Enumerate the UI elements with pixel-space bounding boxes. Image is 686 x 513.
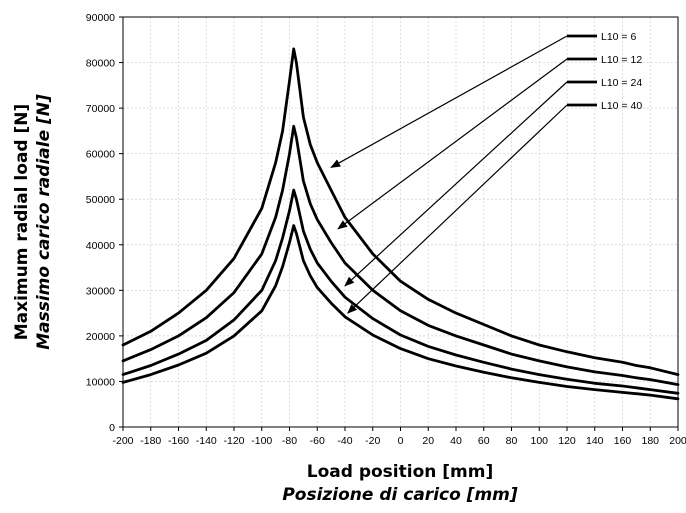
grid: [122, 16, 679, 428]
series-line-2: [121, 124, 680, 387]
x-tick-label: 60: [478, 435, 490, 447]
x-tick-label: -120: [223, 435, 244, 447]
x-tick-label: -180: [140, 435, 161, 447]
legend-label: L10 = 12: [601, 54, 642, 66]
y-tick-label: 80000: [86, 58, 115, 70]
series-line-1: [121, 47, 680, 377]
annotation-arrows: [330, 35, 568, 314]
legend: L10 = 6 L10 = 12 L10 = 24 L10 = 40: [567, 31, 642, 112]
x-tick-label: 80: [506, 435, 518, 447]
y-tick-label: 40000: [86, 240, 115, 252]
annotation-arrow: [330, 35, 568, 168]
y-tick-labels: 0 10000 20000 30000 40000 50000 60000 70000 8000…: [86, 12, 115, 434]
y-tick-label: 30000: [86, 285, 115, 297]
x-tick-label: 200: [669, 435, 686, 447]
legend-label: L10 = 6: [601, 31, 636, 43]
x-tick-label: -80: [282, 435, 297, 447]
y-tick-label: 20000: [86, 331, 115, 343]
legend-label: L10 = 40: [601, 100, 642, 112]
x-tick-label: -40: [337, 435, 352, 447]
x-tick-label: 40: [450, 435, 462, 447]
x-tick-label: 140: [586, 435, 604, 447]
annotation-arrow: [344, 81, 568, 287]
annotation-arrow: [337, 58, 568, 230]
y-axis-title-italian: Massimo carico radiale [N]: [34, 94, 54, 350]
x-tick-label: -20: [365, 435, 380, 447]
y-tick-label: 50000: [86, 194, 115, 206]
x-tick-label: -60: [310, 435, 325, 447]
x-tick-label: 20: [422, 435, 434, 447]
x-axis-title-italian: Posizione di carico [mm]: [282, 485, 518, 505]
x-tick-label: 120: [558, 435, 576, 447]
x-axis-title: Load position [mm]: [307, 462, 494, 482]
x-tick-label: -100: [251, 435, 272, 447]
x-tick-label: -200: [112, 435, 133, 447]
series-line-4: [121, 224, 680, 401]
y-tick-label: 70000: [86, 103, 115, 115]
x-tick-label: -160: [168, 435, 189, 447]
annotation-arrow: [347, 104, 568, 314]
y-axis-title: Maximum radial load [N]: [12, 104, 32, 341]
legend-label: L10 = 24: [601, 77, 642, 89]
x-tick-label: 100: [530, 435, 548, 447]
x-tick-label: -140: [196, 435, 217, 447]
y-tick-label: 60000: [86, 149, 115, 161]
x-tick-label: 180: [641, 435, 659, 447]
y-tick-label: 10000: [86, 376, 115, 388]
x-tick-label: 160: [614, 435, 632, 447]
y-tick-label: 0: [109, 422, 115, 434]
series-lines: [121, 47, 680, 401]
x-tick-labels: -200 -180 -160 -140 -120 -100 -80 -60 -40 -20 0 20 4…: [112, 435, 686, 447]
axes: [119, 16, 679, 431]
series-line-3: [121, 188, 680, 395]
x-tick-label: 0: [398, 435, 404, 447]
y-tick-label: 90000: [86, 12, 115, 24]
